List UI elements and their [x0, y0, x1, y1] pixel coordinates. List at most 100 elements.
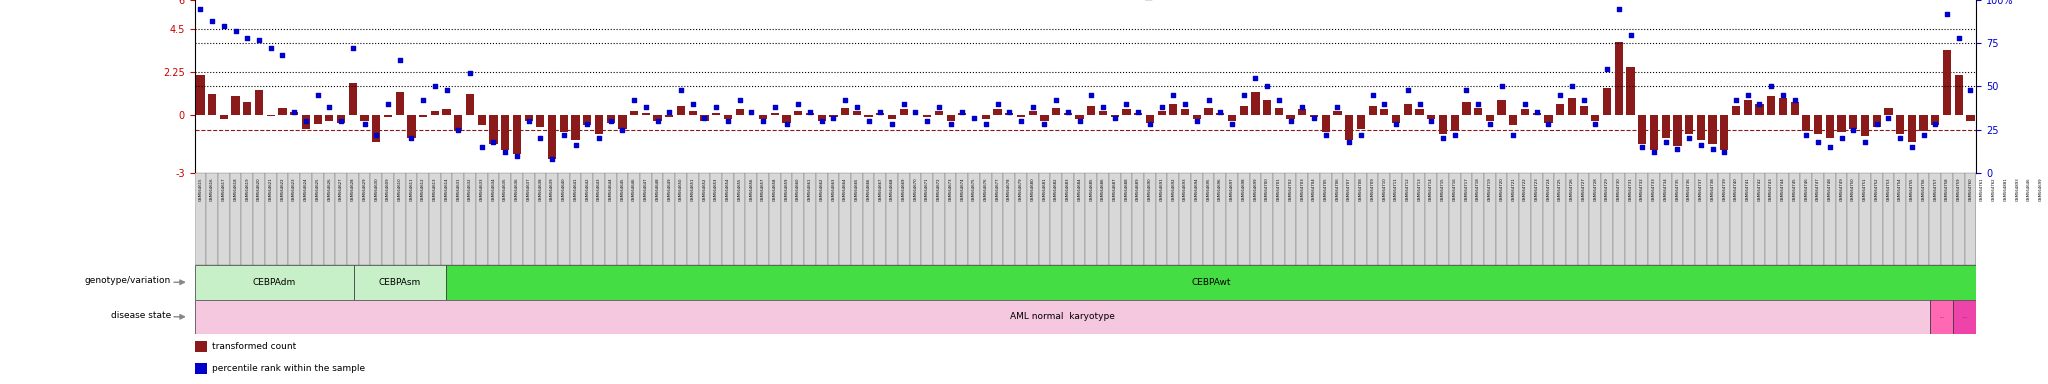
Bar [1284, 173, 1296, 265]
Bar [1589, 173, 1602, 265]
Text: GSM564711: GSM564711 [1395, 177, 1399, 201]
Bar [1192, 115, 1200, 119]
Bar [1964, 173, 1976, 265]
Bar [1063, 113, 1071, 115]
Bar [1217, 113, 1225, 115]
Bar [1016, 173, 1026, 265]
Text: GSM564708: GSM564708 [1360, 177, 1362, 201]
Text: GSM564667: GSM564667 [879, 177, 883, 201]
Text: GSM564725: GSM564725 [1559, 177, 1563, 201]
Point [1673, 135, 1706, 141]
Bar [428, 173, 440, 265]
Text: GSM564720: GSM564720 [1499, 177, 1503, 201]
Bar [1837, 115, 1845, 132]
Bar [1028, 111, 1036, 115]
Bar [852, 111, 860, 115]
Point [1907, 132, 1939, 138]
Bar [373, 115, 381, 142]
Bar [446, 265, 1976, 300]
Bar [1087, 106, 1096, 115]
Point [1180, 118, 1212, 124]
Point [301, 92, 334, 98]
Point [1145, 104, 1178, 110]
Text: GSM564662: GSM564662 [819, 177, 823, 201]
Point [1743, 101, 1776, 107]
Bar [584, 115, 592, 125]
Bar [1204, 108, 1212, 115]
Text: GSM564762: GSM564762 [1993, 177, 1997, 201]
Bar [1614, 173, 1624, 265]
Text: GSM564682: GSM564682 [1055, 177, 1059, 201]
Bar [195, 341, 207, 352]
Point [1403, 101, 1436, 107]
Bar [1366, 173, 1378, 265]
Bar [512, 173, 522, 265]
Bar [197, 75, 205, 115]
Text: GSM564640: GSM564640 [561, 177, 565, 201]
Point [348, 121, 381, 127]
Bar [217, 173, 229, 265]
Point [1450, 87, 1483, 93]
Point [231, 35, 264, 41]
Bar [1040, 115, 1049, 121]
Point [1462, 101, 1495, 107]
Bar [770, 113, 778, 115]
Text: GSM564723: GSM564723 [1534, 177, 1538, 201]
Bar [1319, 173, 1331, 265]
Text: GSM564700: GSM564700 [1266, 177, 1270, 201]
Bar [453, 173, 465, 265]
Text: GSM564710: GSM564710 [1382, 177, 1386, 201]
Point [371, 101, 403, 107]
Bar [1636, 173, 1649, 265]
Bar [535, 173, 547, 265]
Bar [1264, 100, 1272, 115]
Text: GSM564714: GSM564714 [1430, 177, 1434, 201]
Bar [1872, 115, 1880, 127]
Text: GSM564686: GSM564686 [1102, 177, 1106, 201]
Text: GSM564661: GSM564661 [809, 177, 811, 201]
Bar [1626, 67, 1634, 115]
Bar [780, 173, 793, 265]
Text: GSM564743: GSM564743 [1769, 177, 1774, 201]
Bar [1976, 173, 1989, 265]
Bar [1274, 173, 1284, 265]
Text: GSM564680: GSM564680 [1030, 177, 1034, 201]
Text: GSM564748: GSM564748 [1827, 177, 1831, 201]
Bar [276, 173, 289, 265]
Bar [1274, 108, 1282, 115]
Bar [1649, 173, 1659, 265]
Bar [956, 173, 969, 265]
Text: GSM564744: GSM564744 [1782, 177, 1786, 201]
Text: GSM564665: GSM564665 [854, 177, 858, 201]
Text: GSM564728: GSM564728 [1593, 177, 1597, 201]
Bar [840, 173, 852, 265]
Bar [289, 173, 301, 265]
Text: GSM564638: GSM564638 [539, 177, 543, 201]
Point [653, 109, 686, 115]
Bar [207, 173, 217, 265]
Text: GSM564692: GSM564692 [1171, 177, 1176, 201]
Text: genotype/variation: genotype/variation [84, 276, 172, 285]
Point [582, 135, 614, 141]
Bar [969, 173, 979, 265]
Point [1063, 118, 1096, 124]
Bar [1706, 173, 1718, 265]
Point [418, 83, 451, 89]
Bar [979, 173, 991, 265]
Point [934, 121, 967, 127]
Bar [1753, 173, 1765, 265]
Point [840, 104, 872, 110]
Bar [631, 111, 639, 115]
Bar [1624, 173, 1636, 265]
Bar [946, 115, 954, 121]
Point [1098, 114, 1130, 121]
Point [899, 109, 932, 115]
Bar [1298, 109, 1307, 115]
Text: GSM564641: GSM564641 [573, 177, 578, 201]
Text: GSM564735: GSM564735 [1675, 177, 1679, 201]
Point [1051, 109, 1083, 115]
Bar [1919, 115, 1927, 131]
Text: GSM564717: GSM564717 [1464, 177, 1468, 201]
Bar [641, 113, 649, 115]
Text: GSM564707: GSM564707 [1348, 177, 1352, 201]
